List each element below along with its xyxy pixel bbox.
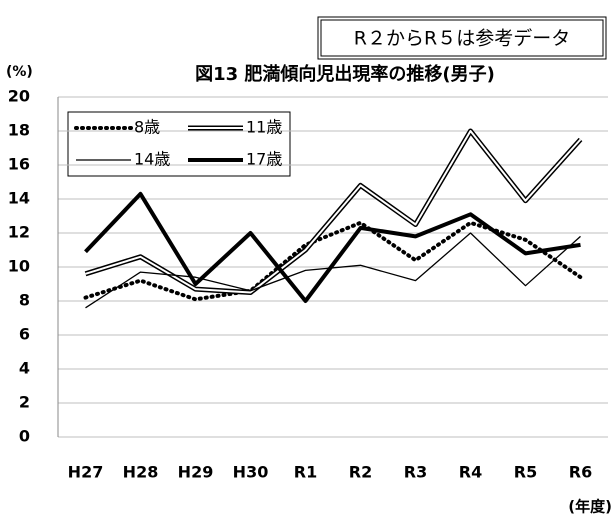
y-tick-label: 6 [19, 325, 30, 344]
chart-title: 図13 肥満傾向児出現率の推移(男子) [195, 63, 495, 85]
legend-label: 17歳 [246, 150, 282, 169]
y-tick-label: 12 [8, 223, 30, 242]
x-tick-label: H29 [178, 463, 214, 482]
x-tick-label: R1 [294, 463, 317, 482]
series-line [83, 220, 583, 302]
x-tick-label: R2 [349, 463, 372, 482]
x-tick-label: H28 [123, 463, 159, 482]
series-line [84, 191, 581, 303]
line-inner [85, 130, 582, 294]
legend-label: 11歳 [246, 118, 282, 137]
y-tick-label: 2 [19, 393, 30, 412]
x-tick-label: R4 [459, 463, 482, 482]
legend-label: 14歳 [134, 150, 170, 169]
x-axis-label: (年度) [568, 498, 612, 516]
series-line [85, 232, 581, 309]
legend-label: 8歳 [134, 118, 160, 137]
annotation: R２からR５は参考データ [354, 28, 570, 50]
y-tick-label: 10 [8, 257, 30, 276]
y-tick-label: 20 [8, 87, 30, 106]
y-tick-label: 8 [19, 291, 30, 310]
x-tick-label: R5 [514, 463, 537, 482]
y-tick-label: 16 [8, 155, 30, 174]
y-tick-label: 4 [19, 359, 30, 378]
x-tick-label: R6 [569, 463, 592, 482]
x-tick-label: R3 [404, 463, 427, 482]
y-tick-label: 18 [8, 121, 30, 140]
y-tick-label: 0 [19, 427, 30, 446]
annotation-box [317, 16, 607, 60]
y-tick-label: 14 [8, 189, 30, 208]
y-axis-label: (%) [6, 64, 33, 80]
x-tick-label: H30 [233, 463, 269, 482]
x-tick-label: H27 [68, 463, 104, 482]
annotation-box-inner [320, 19, 604, 57]
